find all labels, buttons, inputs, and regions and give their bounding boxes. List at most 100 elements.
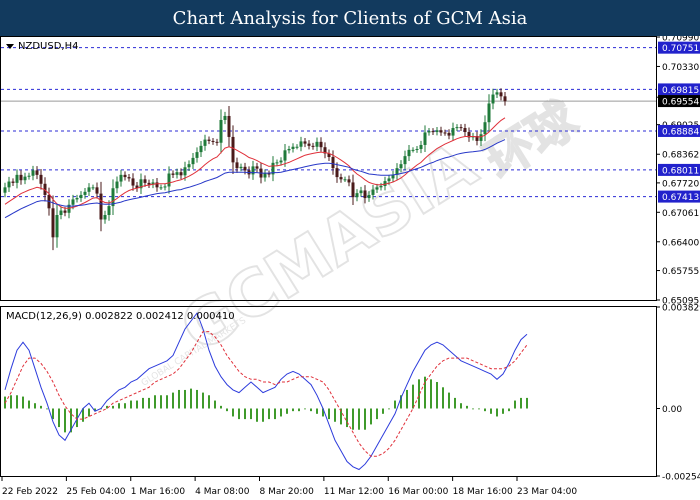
current-price-box <box>658 95 700 108</box>
candle <box>403 150 407 170</box>
candle <box>447 129 451 140</box>
candle <box>239 163 243 172</box>
price-plot-area <box>1 47 656 251</box>
candle <box>235 157 239 173</box>
candle <box>223 111 227 125</box>
candle-body <box>91 187 95 189</box>
time-tick-label: 4 Mar 08:00 <box>195 487 250 497</box>
macd-histogram-bar <box>304 408 306 410</box>
candle-body <box>467 132 471 138</box>
candle-body <box>491 94 495 104</box>
candle-body <box>99 193 103 220</box>
macd-label: MACD(12,26,9) 0.002822 0.002412 0.000410 <box>6 311 235 322</box>
price-tick-label: 0.65755 <box>662 267 699 277</box>
candle <box>383 176 387 191</box>
candle <box>59 206 63 220</box>
macd-histogram-bar <box>220 405 222 409</box>
candle <box>335 162 339 183</box>
candle <box>395 163 399 180</box>
level-price-box <box>658 190 700 203</box>
candle <box>227 105 231 147</box>
chart-banner: Chart Analysis for Clients of GCM Asia <box>0 0 700 36</box>
symbol-label: NZDUSD,H4 <box>18 41 78 52</box>
macd-histogram-bar <box>166 395 168 409</box>
candle <box>263 169 267 182</box>
candle <box>111 179 115 216</box>
macd-histogram-bar <box>400 395 402 409</box>
time-tick-label: 1 Mar 16:00 <box>131 487 186 497</box>
candle <box>347 175 351 187</box>
current-price-label: 0.69554 <box>662 98 699 108</box>
candle <box>363 185 367 204</box>
candle-body <box>299 141 303 147</box>
price-tick-label: 0.68362 <box>662 151 699 161</box>
macd-histogram-bar <box>22 396 24 409</box>
macd-histogram-bar <box>106 405 108 409</box>
macd-histogram-bar <box>274 408 276 420</box>
level-price-label: 0.69815 <box>662 86 699 96</box>
candle <box>491 88 495 110</box>
trading-chart[interactable]: GCMASIA 环球 GLOBAL CAPITAL MARKETS 0.7099… <box>0 36 700 500</box>
level-price-box <box>658 163 700 176</box>
macd-tick-label: 0.00 <box>662 405 682 415</box>
macd-histogram-bar <box>148 397 150 409</box>
candle <box>503 91 507 106</box>
candle <box>27 172 31 180</box>
level-price-label: 0.68011 <box>662 166 699 176</box>
macd-histogram-bar <box>160 395 162 409</box>
candle <box>351 174 355 205</box>
candle <box>407 145 411 161</box>
candle-body <box>307 143 311 146</box>
candle-body <box>391 174 395 179</box>
candle <box>423 125 427 153</box>
candle-body <box>211 140 215 142</box>
price-tick-label: 0.65095 <box>662 297 699 307</box>
macd-histogram-bar <box>430 379 432 409</box>
symbol-header[interactable]: NZDUSD,H4 <box>6 41 78 52</box>
candle-body <box>451 128 455 136</box>
macd-histogram-bar <box>382 408 384 414</box>
candle <box>179 168 183 180</box>
candle-body <box>411 149 415 151</box>
candle-body <box>103 215 107 220</box>
macd-histogram-bar <box>394 400 396 409</box>
candle-body <box>447 132 451 136</box>
candle-body <box>387 178 391 182</box>
time-tick-label: 23 Mar 04:00 <box>517 487 577 497</box>
candle <box>495 88 499 99</box>
macd-histogram-bar <box>46 408 48 410</box>
candle-body <box>407 149 411 157</box>
candle <box>487 94 491 132</box>
macd-histogram-bar <box>460 403 462 409</box>
macd-histogram-bar <box>448 392 450 409</box>
candle-body <box>455 127 459 129</box>
candle <box>267 170 271 178</box>
candle-body <box>251 166 255 175</box>
macd-histogram-bar <box>34 403 36 409</box>
candle <box>451 122 455 141</box>
candle-body <box>443 132 447 134</box>
macd-histogram-bar <box>52 408 54 420</box>
candle-body <box>243 166 247 171</box>
candle-body <box>203 139 207 146</box>
candle-body <box>403 156 407 165</box>
candle <box>119 169 123 187</box>
candle <box>131 173 135 191</box>
candle <box>307 140 311 150</box>
candle-body <box>111 188 115 207</box>
candle <box>327 149 331 161</box>
candle-body <box>19 174 23 181</box>
macd-histogram-bar <box>346 408 348 428</box>
candle <box>499 88 503 101</box>
candle-body <box>499 92 503 97</box>
dropdown-triangle-icon[interactable] <box>6 44 14 49</box>
macd-histogram-bar <box>226 408 228 412</box>
price-panel-frame <box>0 36 657 301</box>
candle <box>151 178 155 189</box>
macd-histogram-bar <box>286 408 288 414</box>
candle <box>251 160 255 180</box>
candle-body <box>287 148 291 151</box>
macd-line <box>4 312 528 471</box>
macd-histogram-bar <box>340 408 342 425</box>
candle <box>427 127 431 136</box>
